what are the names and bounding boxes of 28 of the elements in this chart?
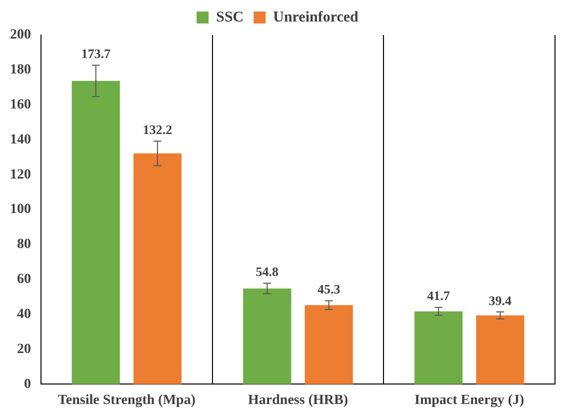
y-tick-label: 140 <box>10 132 31 148</box>
y-tick-label: 60 <box>17 272 31 288</box>
y-tick-label: 160 <box>10 97 31 112</box>
bar <box>414 311 463 384</box>
data-label: 173.7 <box>81 46 111 62</box>
data-label: 45.3 <box>317 282 341 297</box>
y-tick-label: 180 <box>10 62 31 78</box>
bar <box>72 80 120 384</box>
data-label: 132.2 <box>142 122 172 138</box>
legend-label: Unreinforced <box>273 9 360 26</box>
x-tick-label: Hardness (HRB) <box>248 393 348 408</box>
legend-label: SSC <box>216 9 244 26</box>
bar <box>476 315 524 384</box>
x-tick-label: Impact Energy (J) <box>414 393 524 408</box>
y-tick-label: 200 <box>10 28 31 43</box>
y-tick-label: 100 <box>10 202 31 218</box>
bar <box>304 305 353 384</box>
y-tick-label: 0 <box>24 376 31 392</box>
bar <box>133 153 182 384</box>
y-tick-label: 40 <box>17 306 31 322</box>
y-tick-label: 80 <box>17 237 31 252</box>
x-tick-label: Tensile Strength (Mpa) <box>58 393 196 408</box>
data-label: 39.4 <box>488 292 512 308</box>
y-tick-label: 20 <box>17 342 31 357</box>
data-label: 54.8 <box>256 264 280 280</box>
bar <box>243 288 292 384</box>
data-label: 41.7 <box>427 288 450 304</box>
y-tick-label: 120 <box>10 167 31 182</box>
